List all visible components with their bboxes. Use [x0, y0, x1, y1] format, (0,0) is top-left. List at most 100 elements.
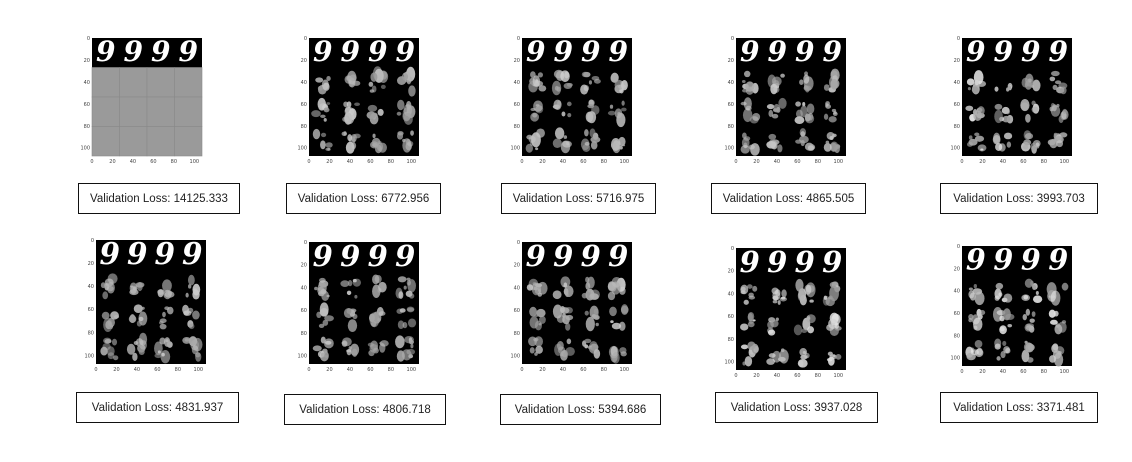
svg-text:9: 9 [124, 35, 144, 68]
y-tick-label: 20 [728, 58, 734, 64]
generated-digit [157, 279, 175, 300]
reference-digit: 9 [966, 242, 986, 276]
generated-digit [797, 348, 810, 368]
x-tick-label: 80 [1041, 369, 1047, 375]
svg-text:9: 9 [581, 35, 601, 68]
reference-digit: 9 [340, 239, 360, 273]
x-tick-label: 20 [979, 369, 985, 375]
generated-digit [968, 283, 985, 306]
svg-text:9: 9 [1048, 242, 1068, 276]
generated-digit [552, 276, 574, 300]
generated-digit [794, 101, 815, 125]
generated-digit [101, 311, 120, 332]
generated-digit [967, 132, 987, 152]
svg-text:9: 9 [795, 35, 815, 68]
x-tick-label: 20 [753, 373, 759, 379]
generated-digit [740, 284, 758, 305]
generated-digit [344, 70, 361, 88]
generated-digit [526, 278, 548, 297]
generated-digit [91, 126, 120, 157]
generated-digit [584, 305, 600, 332]
svg-text:9: 9 [767, 245, 787, 279]
generated-digit [766, 133, 783, 153]
validation-loss-label: Validation Loss: 5716.975 [501, 183, 656, 214]
generated-digit [740, 97, 761, 124]
reference-digit: 9 [1021, 242, 1041, 276]
reference-digit: 9 [526, 239, 546, 273]
x-tick-label: 40 [347, 159, 353, 165]
x-tick-label: 20 [326, 367, 332, 373]
generated-digit [992, 306, 1015, 335]
x-tick-label: 80 [601, 159, 607, 165]
reference-digit: 9 [127, 236, 147, 271]
reference-digit: 9 [740, 35, 760, 68]
generated-digit [552, 127, 572, 154]
reference-digit: 9 [795, 245, 815, 279]
y-tick-label: 60 [301, 308, 307, 314]
sample-grid-panel-10: 9 9 9 9 0 20 40 60 80 100 0 20 40 60 80 100 [950, 242, 1080, 378]
y-tick-label: 60 [954, 311, 960, 317]
svg-text:9: 9 [526, 239, 546, 273]
x-tick-label: 60 [580, 159, 586, 165]
generated-digit [740, 311, 756, 331]
x-tick-label: 0 [307, 367, 310, 373]
reference-digit: 9 [179, 35, 199, 68]
generated-digit [1049, 102, 1069, 123]
generated-digit [396, 306, 417, 330]
reference-digit: 9 [155, 236, 175, 271]
x-tick-label: 0 [960, 369, 963, 375]
generated-digit [343, 307, 358, 332]
y-tick-label: 60 [84, 102, 90, 108]
y-tick-label: 40 [728, 291, 734, 297]
x-tick-label: 60 [367, 367, 373, 373]
svg-text:9: 9 [100, 236, 120, 271]
y-tick-label: 80 [301, 124, 307, 130]
y-tick-label: 100 [950, 146, 960, 152]
x-tick-label: 100 [834, 373, 844, 379]
generated-digit [793, 314, 816, 336]
y-tick-label: 0 [957, 36, 960, 42]
generated-digit [826, 351, 842, 366]
reference-digit: 9 [395, 239, 415, 273]
y-tick-label: 40 [84, 80, 90, 86]
generated-digit [610, 72, 628, 94]
y-tick-label: 100 [724, 146, 734, 152]
y-tick-label: 20 [514, 263, 520, 269]
y-tick-label: 40 [301, 80, 307, 86]
x-tick-label: 40 [347, 367, 353, 373]
generated-digit [1020, 98, 1040, 123]
y-tick-label: 60 [88, 307, 94, 313]
y-tick-label: 60 [301, 102, 307, 108]
generated-digit [968, 308, 986, 331]
x-tick-label: 20 [979, 159, 985, 165]
validation-loss-label: Validation Loss: 4806.718 [284, 394, 446, 425]
generated-digit [159, 306, 174, 330]
x-tick-label: 60 [1020, 159, 1026, 165]
sample-grid-panel-6: 9 9 9 9 0 20 40 60 80 100 0 20 40 60 80 100 [84, 236, 214, 376]
generated-digit [91, 67, 120, 98]
generated-digit [965, 339, 984, 361]
reference-digit: 9 [554, 35, 574, 68]
x-tick-label: 40 [560, 159, 566, 165]
x-tick-label: 40 [774, 159, 780, 165]
y-tick-label: 0 [731, 36, 734, 42]
generated-digit [607, 100, 627, 128]
y-tick-label: 80 [88, 330, 94, 336]
x-tick-label: 60 [1020, 369, 1026, 375]
generated-digit [528, 71, 547, 93]
generated-digit [528, 336, 543, 356]
reference-digit: 9 [823, 35, 843, 68]
generated-digit [119, 96, 148, 127]
reference-digit: 9 [396, 35, 416, 68]
x-tick-label: 100 [1060, 369, 1070, 375]
y-tick-label: 0 [87, 36, 90, 42]
x-tick-label: 80 [388, 367, 394, 373]
y-tick-label: 20 [954, 266, 960, 272]
y-tick-label: 80 [514, 124, 520, 130]
validation-loss-label: Validation Loss: 3371.481 [940, 392, 1098, 423]
svg-text:9: 9 [313, 239, 333, 273]
